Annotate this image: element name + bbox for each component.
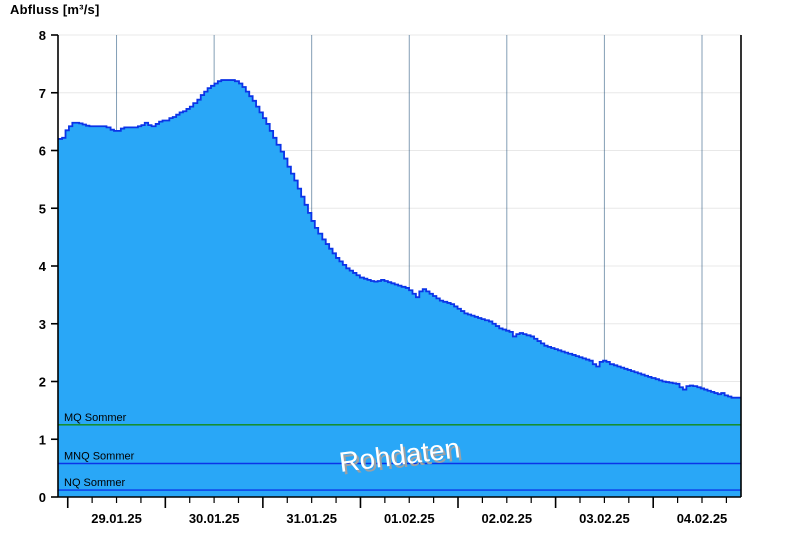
x-axis-tick-label: 03.02.25 [579,511,630,526]
watermark: Rohdaten Rohdaten [337,432,464,480]
x-axis-tick-label: 29.01.25 [91,511,142,526]
y-axis-tick-label: 2 [39,375,46,390]
reference-line-label: MNQ Sommer [64,451,135,463]
y-axis-tick-label: 5 [39,201,46,216]
y-axis-tick-label: 4 [39,259,47,274]
reference-line-labels: MQ Sommer MNQ Sommer NQ Sommer [64,412,135,489]
x-axis-tick-label: 01.02.25 [384,511,435,526]
x-axis-tick-label: 02.02.25 [481,511,532,526]
y-axis-tick-label: 1 [39,432,46,447]
discharge-line [58,79,741,399]
reference-lines [58,424,741,491]
x-axis-ticks: 29.01.25 30.01.25 31.01.25 01.02.25 02.02.25… [66,497,728,526]
x-axis-tick-label: 31.01.25 [286,511,337,526]
y-axis-tick-label: 3 [39,317,46,332]
y-axis-tick-label: 7 [39,86,46,101]
y-axis-ticks: 0 1 2 3 4 5 6 7 8 [39,28,58,505]
x-axis-tick-label: 04.02.25 [677,511,728,526]
reference-line-label: MQ Sommer [64,412,127,424]
y-axis-tick-label: 0 [39,490,46,505]
discharge-area-fill [58,80,741,497]
x-axis-tick-label: 30.01.25 [189,511,240,526]
y-axis-tick-label: 6 [39,144,46,159]
reference-line-label: NQ Sommer [64,477,125,489]
y-axis-tick-label: 8 [39,28,46,43]
chart-title: Abfluss [m³/s] [10,2,100,17]
